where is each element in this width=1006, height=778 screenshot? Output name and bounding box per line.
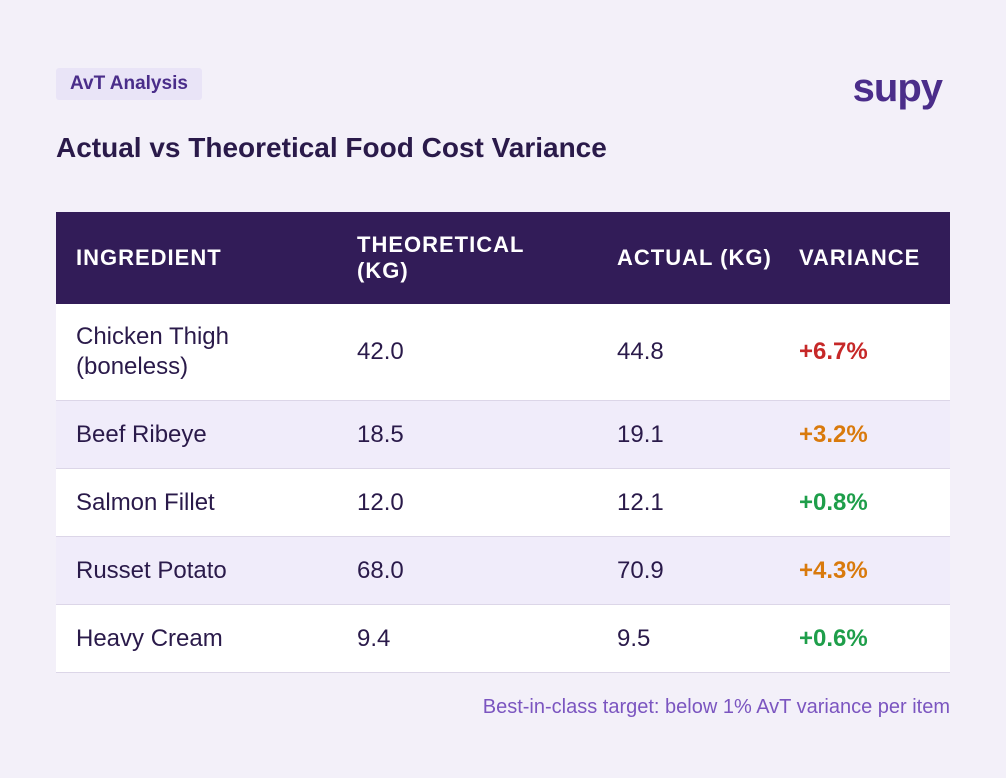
- header-row: INGREDIENT THEORETICAL (KG) ACTUAL (KG) VAR…: [56, 212, 950, 304]
- table-cell: 68.0: [337, 556, 597, 586]
- table-cell: 42.0: [337, 337, 597, 367]
- cell-text: 68.0: [357, 556, 404, 584]
- table-row: Salmon Fillet 12.0 12.1 +0.8%: [56, 469, 950, 537]
- cell-text: 44.8: [617, 338, 664, 365]
- table: INGREDIENT THEORETICAL (KG) ACTUAL (KG) VAR…: [56, 212, 950, 673]
- cell-text: 70.9: [617, 556, 664, 584]
- variance-value: +3.2%: [799, 420, 868, 448]
- cell-text: 18.5: [357, 420, 404, 448]
- cell-text: Russet Potato: [76, 556, 227, 584]
- table-row: Heavy Cream 9.4 9.5 +0.6%: [56, 605, 950, 673]
- table-cell: 18.5: [337, 420, 597, 450]
- table-cell: Heavy Cream: [56, 624, 337, 654]
- cell-text: Chicken Thigh (boneless): [76, 323, 229, 380]
- cell-text: 42.0: [357, 338, 404, 365]
- table-cell: Russet Potato: [56, 556, 337, 586]
- variance-value: +4.3%: [799, 556, 868, 584]
- header-cell: THEORETICAL (KG): [337, 232, 597, 284]
- table-cell: Beef Ribeye: [56, 420, 337, 450]
- table-cell: +3.2%: [779, 420, 950, 450]
- table-row: Beef Ribeye 18.5 19.1 +3.2%: [56, 401, 950, 469]
- cell-text: 19.1: [617, 420, 664, 448]
- table-cell: 70.9: [597, 556, 779, 586]
- cell-text: 9.4: [357, 624, 391, 652]
- header-text: VARIANCE: [799, 245, 921, 270]
- variance-value: +0.6%: [799, 624, 868, 652]
- title: Actual vs Theoretical Food Cost Variance: [56, 132, 607, 163]
- cell-text: Beef Ribeye: [76, 420, 207, 448]
- cell-text: Salmon Fillet: [76, 488, 215, 516]
- table-cell: Chicken Thigh (boneless): [56, 322, 337, 382]
- table-row: Russet Potato 68.0 70.9 +4.3%: [56, 537, 950, 605]
- table-cell: 9.5: [597, 624, 779, 654]
- header-text: ACTUAL (KG): [617, 245, 772, 270]
- table-cell: +0.6%: [779, 624, 950, 654]
- footer-note: Best-in-class target: below 1% AvT varia…: [482, 696, 950, 718]
- variance-value: +0.8%: [799, 488, 868, 516]
- badge: AvT Analysis: [56, 68, 202, 100]
- cell-text: 12.1: [617, 488, 664, 516]
- table-row: Chicken Thigh (boneless) 42.0 44.8 +6.7%: [56, 304, 950, 401]
- header-cell: INGREDIENT: [56, 245, 337, 271]
- table-cell: Salmon Fillet: [56, 488, 337, 518]
- cell-text: 9.5: [617, 624, 651, 652]
- table-cell: 19.1: [597, 420, 779, 450]
- table-cell: +4.3%: [779, 556, 950, 586]
- header-text: THEORETICAL (KG): [357, 232, 525, 283]
- cell-text: Heavy Cream: [76, 624, 223, 652]
- logo: supy: [852, 66, 943, 110]
- header-cell: VARIANCE: [779, 245, 950, 271]
- variance-value: +6.7%: [799, 338, 868, 365]
- table-cell: 44.8: [597, 337, 779, 367]
- table-cell: 12.0: [337, 488, 597, 518]
- table-cell: 12.1: [597, 488, 779, 518]
- cell-text: 12.0: [357, 488, 404, 516]
- header-cell: ACTUAL (KG): [597, 245, 779, 271]
- table-cell: +0.8%: [779, 488, 950, 518]
- header-text: INGREDIENT: [76, 245, 222, 270]
- table-cell: 9.4: [337, 624, 597, 654]
- table-cell: +6.7%: [779, 337, 950, 367]
